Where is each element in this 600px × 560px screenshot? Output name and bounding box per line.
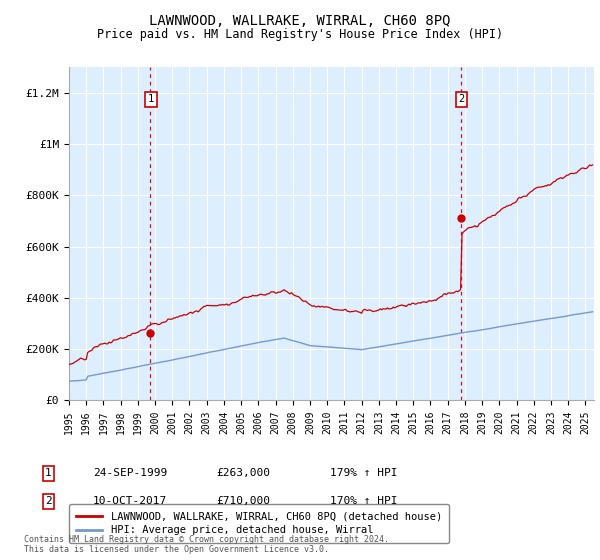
Text: £710,000: £710,000 <box>216 496 270 506</box>
Text: 24-SEP-1999: 24-SEP-1999 <box>93 468 167 478</box>
Legend: LAWNWOOD, WALLRAKE, WIRRAL, CH60 8PQ (detached house), HPI: Average price, detac: LAWNWOOD, WALLRAKE, WIRRAL, CH60 8PQ (de… <box>69 504 449 543</box>
Text: £263,000: £263,000 <box>216 468 270 478</box>
Text: 179% ↑ HPI: 179% ↑ HPI <box>330 468 398 478</box>
Text: 1: 1 <box>45 468 52 478</box>
Text: 2: 2 <box>45 496 52 506</box>
Text: 170% ↑ HPI: 170% ↑ HPI <box>330 496 398 506</box>
Text: LAWNWOOD, WALLRAKE, WIRRAL, CH60 8PQ: LAWNWOOD, WALLRAKE, WIRRAL, CH60 8PQ <box>149 14 451 28</box>
Text: 10-OCT-2017: 10-OCT-2017 <box>93 496 167 506</box>
Text: Price paid vs. HM Land Registry's House Price Index (HPI): Price paid vs. HM Land Registry's House … <box>97 28 503 41</box>
Text: 2: 2 <box>458 94 465 104</box>
Text: 1: 1 <box>148 94 154 104</box>
Text: Contains HM Land Registry data © Crown copyright and database right 2024.
This d: Contains HM Land Registry data © Crown c… <box>24 535 389 554</box>
